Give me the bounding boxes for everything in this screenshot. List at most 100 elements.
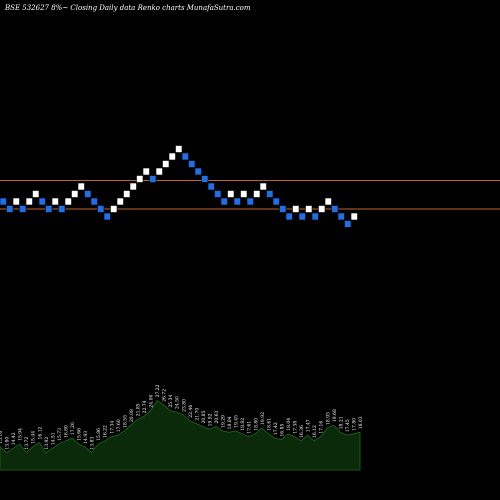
volume-label: 19.45	[234, 415, 240, 428]
volume-label: 17.20	[70, 422, 76, 435]
volume-label: 18.61	[266, 418, 272, 431]
renko-brick	[207, 182, 215, 191]
volume-label: 15.66	[77, 428, 83, 441]
volume-label: 18.93	[325, 412, 331, 425]
renko-brick	[110, 205, 118, 213]
renko-brick	[116, 197, 124, 206]
volume-label: 16.12	[312, 425, 318, 438]
renko-brick	[188, 160, 196, 168]
volume-label: 17.34	[109, 421, 115, 434]
volume-label: 18.84	[227, 416, 233, 429]
volume-label: 17.47	[306, 419, 312, 432]
renko-brick	[214, 190, 222, 198]
volume-label: 13.92	[44, 437, 50, 450]
volume-label: 25.34	[168, 395, 174, 408]
volume-label: 15.44	[31, 431, 37, 444]
volume-label: 16.12	[37, 426, 43, 439]
renko-brick	[233, 197, 241, 206]
volume-label: 19.68	[332, 409, 338, 422]
chart-header: BSE 532627 8%~ Closing Daily data Renko …	[4, 4, 251, 12]
volume-label: 17.80	[351, 418, 357, 431]
volume-label: 13.80	[5, 437, 11, 450]
renko-brick	[129, 182, 137, 191]
volume-label: 20.63	[214, 410, 220, 423]
renko-brick	[272, 197, 280, 206]
volume-label: 17.42	[273, 422, 279, 435]
renko-brick	[84, 190, 92, 198]
volume-label: 26.72	[162, 389, 168, 402]
renko-brick	[168, 152, 176, 161]
renko-brick	[25, 197, 33, 206]
renko-brick	[201, 175, 209, 183]
renko-brick	[318, 205, 326, 213]
renko-brick	[285, 212, 293, 221]
renko-brick	[149, 175, 157, 183]
reference-lines	[0, 180, 500, 210]
renko-brick	[12, 197, 20, 206]
volume-label: 18.21	[338, 416, 344, 429]
volume-label: 21.70	[194, 408, 200, 421]
renko-brick	[259, 182, 267, 191]
volume-label: 19.29	[221, 415, 227, 428]
renko-brick	[32, 190, 40, 198]
volume-label: 17.38	[293, 421, 299, 434]
volume-label: 18.04	[286, 418, 292, 431]
renko-brick	[90, 197, 98, 206]
volume-label: 15.73	[57, 428, 63, 441]
renko-brick	[51, 197, 59, 206]
volume-label: 18.55	[122, 415, 128, 428]
renko-brick	[136, 175, 144, 183]
volume-label: 16.36	[299, 425, 305, 438]
renko-brick	[240, 190, 248, 198]
volume-label: 19.92	[207, 413, 213, 426]
renko-brick	[19, 205, 27, 213]
volume-label: 22.74	[142, 400, 148, 413]
renko-brick	[331, 205, 339, 213]
renko-brick	[305, 205, 313, 213]
volume-label: 16.85	[279, 424, 285, 437]
renko-brick	[350, 212, 358, 221]
volume-label: 20.85	[201, 410, 207, 423]
renko-brick	[181, 152, 189, 161]
volume-label: 17.45	[345, 419, 351, 432]
renko-brick	[38, 197, 46, 206]
volume-label: 13.72	[24, 437, 30, 450]
volume-label: 14.93	[83, 431, 89, 444]
renko-brick	[103, 212, 111, 221]
volume-label: 18.03	[358, 416, 364, 429]
renko-brick	[6, 205, 14, 213]
volume-label: 15.16	[0, 431, 4, 444]
renko-bricks	[0, 145, 358, 228]
volume-label: 18.80	[253, 418, 259, 431]
renko-brick	[279, 205, 287, 213]
volume-label: 20.08	[129, 409, 135, 422]
renko-brick	[45, 205, 53, 213]
volume-label: 19.92	[260, 412, 266, 425]
renko-brick	[246, 197, 254, 206]
volume-label: 17.16	[319, 421, 325, 434]
renko-brick	[175, 145, 183, 153]
volume-area	[0, 399, 361, 471]
renko-brick	[311, 212, 319, 221]
volume-label: 14.51	[50, 432, 56, 445]
renko-brick	[220, 197, 228, 206]
renko-brick	[253, 190, 261, 198]
volume-label: 14.42	[11, 432, 17, 445]
volume-label: 24.06	[149, 395, 155, 408]
volume-label: 16.22	[103, 425, 109, 438]
volume-label: 18.82	[240, 418, 246, 431]
renko-brick	[337, 212, 345, 221]
volume-label: 15.94	[18, 428, 24, 441]
renko-brick	[324, 197, 332, 206]
renko-brick	[266, 190, 274, 198]
renko-brick	[58, 205, 66, 213]
renko-brick	[71, 190, 79, 198]
volume-label: 15.86	[96, 428, 102, 441]
renko-brick	[123, 190, 131, 198]
volume-label: 17.61	[247, 421, 253, 434]
volume-label: 17.60	[116, 419, 122, 432]
volume-label: 13.83	[90, 437, 96, 450]
